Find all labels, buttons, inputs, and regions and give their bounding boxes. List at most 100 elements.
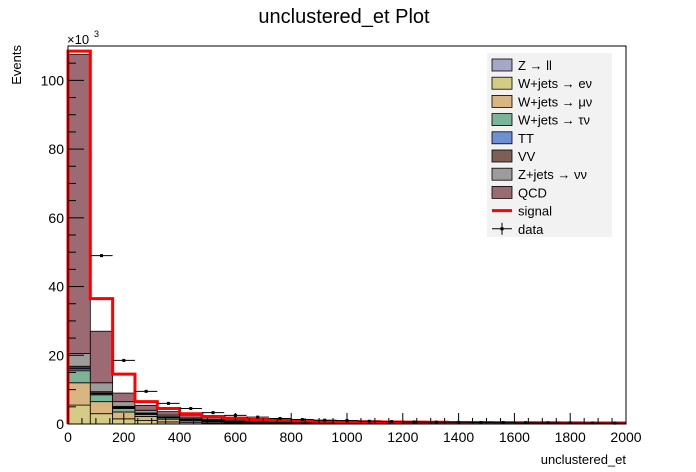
data-point <box>581 421 604 425</box>
legend-label: QCD <box>518 185 547 200</box>
y-tick-label: 20 <box>48 347 64 363</box>
data-point <box>134 389 158 393</box>
stack-bar <box>67 54 91 354</box>
stack-bar <box>112 392 136 403</box>
data-points <box>90 254 626 425</box>
data-point <box>157 401 180 405</box>
legend-item: VV <box>491 149 536 164</box>
legend-label: VV <box>518 149 536 164</box>
data-point <box>469 420 493 424</box>
data-point <box>112 358 135 362</box>
legend-item: W+jets → μν <box>491 94 592 109</box>
y-axis-label: Events <box>9 45 24 85</box>
stack-series <box>67 353 605 425</box>
data-marker <box>256 415 260 419</box>
legend-swatch <box>491 131 513 145</box>
data-marker <box>524 421 528 425</box>
x-tick-label: 0 <box>64 429 72 445</box>
data-marker <box>367 419 371 423</box>
data-point <box>90 254 113 258</box>
data-point <box>201 411 225 415</box>
legend-swatch <box>491 149 513 163</box>
legend-label: W+jets → μν <box>518 94 592 109</box>
y-axis-ticks: 0 20 40 60 80 100 <box>41 45 84 432</box>
data-marker <box>211 411 215 415</box>
y-tick-label: 40 <box>48 279 64 295</box>
x-tick-label: 1400 <box>443 429 474 445</box>
legend-swatch <box>491 113 513 126</box>
data-marker <box>412 420 416 424</box>
legend: Z → ll W+jets → eν W+jets → μν W+jets → τν T… <box>487 53 612 237</box>
stack-bar <box>89 382 114 393</box>
legend-item: data <box>492 222 544 237</box>
x-tick-label: 600 <box>224 429 248 445</box>
x-tick-label: 1800 <box>555 429 586 445</box>
data-point <box>313 418 336 422</box>
data-marker <box>189 407 193 411</box>
data-marker <box>479 420 483 424</box>
legend-item: W+jets → eν <box>491 76 592 91</box>
y-tick-label: 0 <box>56 416 64 432</box>
x-axis-label: unclustered_et <box>541 452 627 467</box>
chart-title: unclustered_et Plot <box>258 6 430 28</box>
data-point <box>179 407 202 411</box>
x-tick-label: 800 <box>280 429 304 445</box>
stack-bar <box>134 420 158 425</box>
data-point <box>246 415 269 419</box>
legend-label: W+jets → eν <box>518 76 592 91</box>
legend-item: signal <box>492 204 552 219</box>
legend-swatch <box>491 76 513 90</box>
data-point <box>402 420 426 424</box>
legend-data-marker <box>500 227 504 231</box>
stack-bar <box>179 414 203 419</box>
data-point <box>268 417 292 421</box>
y-multiplier-base: ×10 <box>67 32 89 47</box>
x-tick-label: 200 <box>112 429 136 445</box>
x-tick-label: 1600 <box>499 429 530 445</box>
stack-bar <box>201 417 225 421</box>
data-point <box>358 419 381 423</box>
x-tick-label: 2000 <box>610 429 641 445</box>
stack-bar <box>89 413 114 425</box>
legend-item: Z+jets → νν <box>491 167 587 182</box>
data-point <box>603 421 626 425</box>
data-point <box>536 421 560 425</box>
data-marker <box>546 421 550 425</box>
data-marker <box>434 420 438 424</box>
stack-bar <box>89 401 114 415</box>
legend-swatch <box>491 58 513 72</box>
stack-bar <box>134 405 158 411</box>
data-marker <box>591 421 595 425</box>
data-marker <box>300 418 304 422</box>
data-point <box>425 420 448 424</box>
y-multiplier-exponent: 3 <box>94 29 99 39</box>
stack-bar <box>67 404 91 425</box>
y-tick-label: 100 <box>41 72 65 88</box>
legend-swatch <box>491 185 513 199</box>
legend-item: QCD <box>491 185 547 200</box>
stack-bar <box>89 330 114 384</box>
x-tick-label: 1200 <box>387 429 418 445</box>
stack-bar <box>156 418 180 423</box>
data-point <box>514 421 537 425</box>
legend-swatch <box>491 95 513 108</box>
legend-item: Z → ll <box>491 58 552 73</box>
data-marker <box>144 389 148 393</box>
x-tick-label: 400 <box>168 429 192 445</box>
legend-label: Z+jets → νν <box>518 167 587 182</box>
y-tick-label: 80 <box>48 141 64 157</box>
legend-label: TT <box>518 131 534 146</box>
data-marker <box>323 418 327 422</box>
x-tick-label: 1000 <box>331 429 362 445</box>
legend-swatch <box>491 167 513 181</box>
data-marker <box>99 254 103 258</box>
stack-bar <box>134 409 158 414</box>
legend-item: TT <box>491 131 534 146</box>
data-marker <box>122 358 126 362</box>
x-axis-ticks: 0 200 400 600 800 1000 1200 1400 1600 1800 2000 <box>64 413 642 445</box>
y-tick-label: 60 <box>48 210 64 226</box>
stack-bar <box>112 408 136 413</box>
data-marker <box>390 420 394 424</box>
y-multiplier: ×10 3 <box>67 29 99 47</box>
